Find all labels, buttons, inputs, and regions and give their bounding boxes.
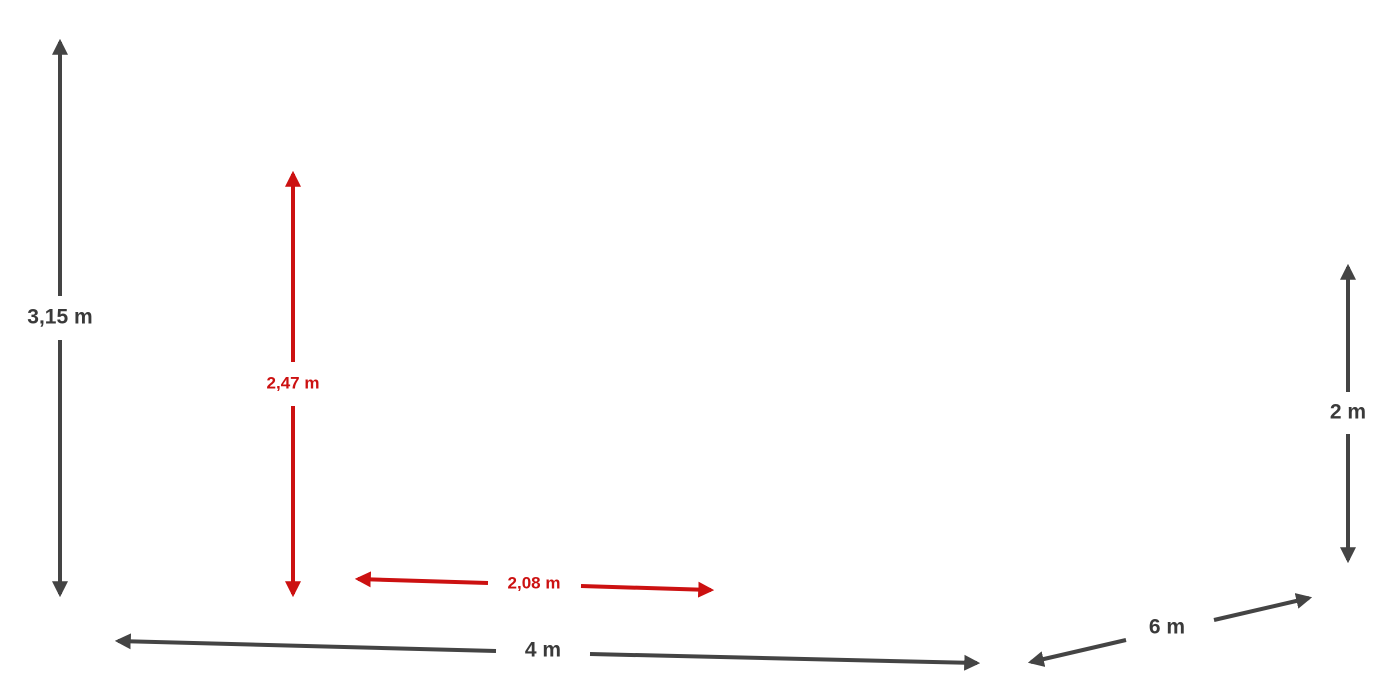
dimension-arrow: 6 m: [1027, 593, 1313, 667]
dimension-label: 4 m: [525, 639, 561, 662]
dimension-label: 3,15 m: [27, 306, 92, 329]
dimension-label: 2,47 m: [267, 373, 320, 392]
dimension-arrow: 3,15 m: [27, 38, 93, 598]
dimension-label: 2 m: [1330, 401, 1366, 424]
dimension-arrow: 2,08 m: [354, 571, 715, 598]
dimension-arrow: 2 m: [1330, 263, 1366, 564]
dimension-label: 6 m: [1149, 616, 1185, 639]
dimension-arrow: 4 m: [114, 633, 981, 671]
dimension-arrow: 2,47 m: [267, 170, 320, 598]
dimension-label: 2,08 m: [508, 573, 561, 592]
